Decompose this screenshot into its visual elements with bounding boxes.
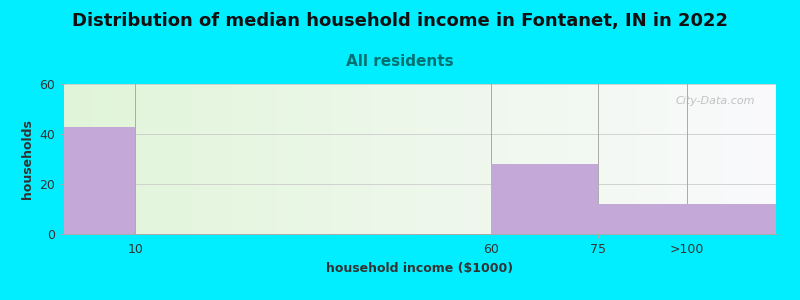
Y-axis label: households: households	[21, 119, 34, 199]
Text: All residents: All residents	[346, 54, 454, 69]
Bar	[491, 164, 598, 234]
Bar	[64, 127, 135, 234]
Bar	[598, 204, 776, 234]
Text: City-Data.com: City-Data.com	[675, 96, 754, 106]
X-axis label: household income ($1000): household income ($1000)	[326, 262, 514, 275]
Text: Distribution of median household income in Fontanet, IN in 2022: Distribution of median household income …	[72, 12, 728, 30]
